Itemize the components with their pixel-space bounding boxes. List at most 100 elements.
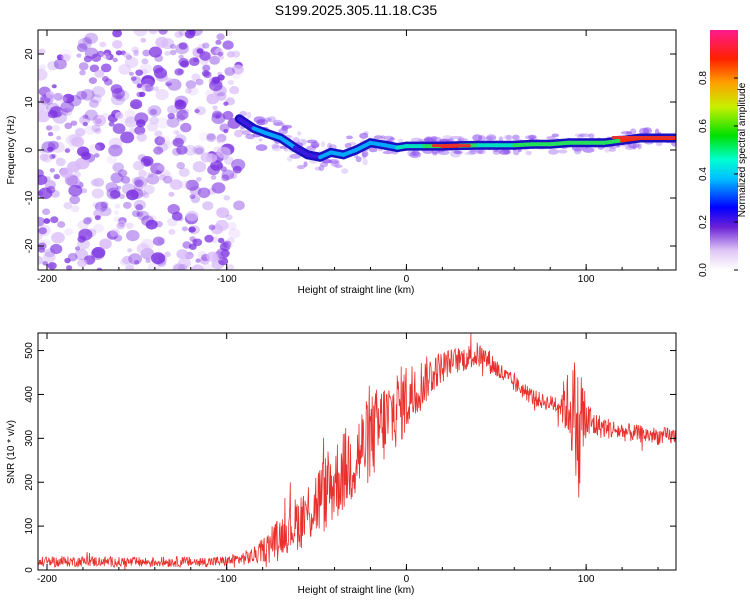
noise-blob (226, 31, 233, 36)
noise-blob (232, 72, 241, 80)
noise-blob (216, 207, 230, 219)
noise-blob (164, 251, 171, 257)
noise-blob (84, 109, 98, 121)
track-halo (454, 150, 464, 154)
figure-title: S199.2025.305.11.18.C35 (275, 2, 438, 18)
track-halo (335, 164, 343, 168)
noise-blob (147, 262, 161, 270)
noise-blob (126, 230, 140, 242)
noise-blob (176, 145, 188, 155)
noise-blob (76, 53, 82, 58)
track-halo (472, 134, 483, 142)
track-halo (363, 131, 369, 136)
noise-blob (80, 188, 88, 194)
noise-blob (206, 93, 220, 105)
noise-blob (47, 60, 59, 71)
noise-blob (112, 162, 124, 173)
snr-xtick-label: -100 (217, 574, 237, 585)
noise-blob (198, 132, 210, 142)
track-segment (237, 116, 256, 131)
noise-blob (90, 179, 100, 187)
noise-blob (61, 107, 73, 116)
noise-blob (174, 99, 187, 110)
noise-blob (96, 50, 105, 58)
noise-blob (217, 54, 225, 60)
noise-blob (154, 136, 166, 146)
noise-blob (139, 209, 145, 214)
noise-blob (149, 116, 159, 125)
track-halo (303, 161, 308, 167)
noise-blob (51, 141, 65, 153)
noise-blob (38, 48, 46, 55)
track-halo (281, 124, 293, 129)
noise-blob (203, 71, 212, 79)
track-halo (256, 119, 268, 126)
track-halo (469, 149, 477, 155)
noise-blob (83, 217, 92, 225)
noise-blob (92, 114, 107, 127)
noise-blob (172, 262, 184, 270)
noise-blob (38, 100, 47, 112)
track-halo (424, 137, 436, 143)
noise-blob (211, 182, 226, 194)
noise-blob (80, 89, 95, 101)
noise-blob (110, 172, 124, 184)
noise-blob (148, 30, 159, 35)
colorbar-tick-label: 0.6 (698, 119, 709, 133)
noise-blob (154, 54, 164, 62)
spectrogram-ylabel: Frequency (Hz) (6, 116, 17, 185)
noise-blob (106, 155, 117, 164)
noise-blob (109, 228, 120, 237)
noise-blob (223, 101, 229, 106)
track-halo (368, 147, 378, 153)
track-halo (484, 136, 493, 142)
noise-blob (209, 80, 223, 92)
noise-blob (226, 264, 235, 270)
noise-blob (191, 264, 204, 270)
noise-blob (189, 194, 196, 200)
noise-blob (130, 99, 143, 110)
colorbar-ticks: 0.0 0.2 0.4 0.6 0.8 (698, 71, 738, 277)
noise-blob (223, 129, 229, 134)
spectrogram-xtick-label: -100 (217, 274, 237, 285)
track-halo (245, 133, 255, 140)
noise-blob (77, 238, 90, 250)
snr-xtick-label: 0 (404, 574, 410, 585)
track-halo (447, 138, 455, 142)
noise-blob (181, 226, 188, 232)
noise-blob (157, 135, 171, 147)
noise-blob (225, 214, 233, 221)
noise-blob (189, 236, 196, 242)
noise-blob (139, 91, 146, 98)
noise-blob (224, 67, 235, 76)
noise-blob (53, 173, 60, 180)
noise-blob (123, 201, 132, 209)
track-segment (264, 131, 283, 140)
noise-blob (38, 174, 48, 185)
noise-blob (63, 228, 73, 236)
noise-blob (63, 202, 73, 210)
noise-blob (112, 57, 118, 63)
track-halo (278, 128, 288, 135)
noise-blob (193, 57, 199, 63)
noise-blob (122, 255, 133, 265)
snr-ytick-label: 300 (24, 430, 35, 447)
noise-blob (176, 162, 185, 170)
noise-blob (157, 259, 167, 268)
noise-blob (53, 92, 63, 101)
noise-blob (57, 221, 66, 228)
track-halo (255, 144, 268, 152)
noise-blob (144, 171, 156, 181)
track-halo (588, 133, 595, 140)
noise-blob (221, 169, 235, 180)
noise-blob (177, 257, 191, 269)
noise-blob (210, 175, 217, 180)
track-halo (411, 149, 420, 157)
noise-blob (45, 176, 51, 182)
noise-blob (38, 227, 47, 235)
track-halo (458, 136, 465, 143)
noise-blob (231, 158, 246, 171)
snr-ytick-label: 500 (24, 342, 35, 359)
track-halo (246, 111, 252, 119)
noise-blob (168, 228, 176, 235)
